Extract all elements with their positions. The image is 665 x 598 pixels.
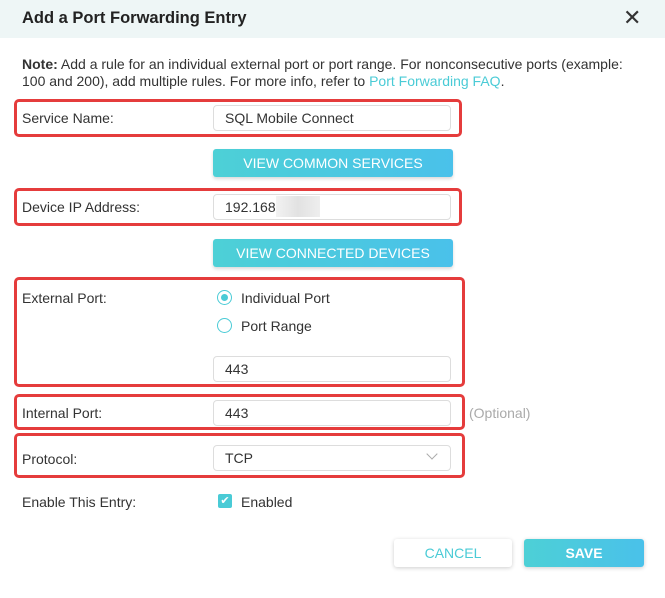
close-icon[interactable]: ✕ [623,5,642,30]
protocol-select[interactable]: TCP [213,445,451,471]
external-port-input[interactable]: 443 [213,356,451,382]
enable-entry-label: Enable This Entry: [22,494,137,510]
highlight-external [14,277,465,387]
redacted-ip [276,196,320,217]
highlight-protocol [14,433,465,478]
radio-individual-port[interactable] [217,290,232,305]
highlight-device [14,188,462,226]
device-ip-input[interactable]: 192.168 [213,194,451,220]
save-button[interactable]: SAVE [524,539,644,567]
internal-port-label: Internal Port: [22,405,103,421]
highlight-service [14,99,462,137]
highlight-internal [14,394,465,430]
note-end: . [500,73,505,89]
external-port-label: External Port: [22,290,107,306]
faq-link[interactable]: Port Forwarding FAQ [369,73,501,89]
device-ip-label: Device IP Address: [22,199,141,215]
individual-port-label: Individual Port [241,290,330,306]
radio-port-range[interactable] [217,318,232,333]
protocol-label: Protocol: [22,451,78,467]
internal-port-input[interactable]: 443 [213,400,451,426]
enabled-checkbox[interactable]: ✔ [218,494,232,508]
note-bold: Note: [22,56,58,72]
port-range-label: Port Range [241,318,312,334]
dialog-header [0,0,665,38]
service-name-label: Service Name: [22,110,114,126]
view-connected-devices-button[interactable]: VIEW CONNECTED DEVICES [213,239,453,267]
cancel-button[interactable]: CANCEL [394,539,512,567]
service-name-input[interactable]: SQL Mobile Connect [213,105,451,131]
note-text: Note: Add a rule for an individual exter… [22,56,642,90]
view-common-services-button[interactable]: VIEW COMMON SERVICES [213,149,453,177]
note-body: Add a rule for an individual external po… [22,56,623,89]
optional-hint: (Optional) [469,405,531,421]
enabled-label: Enabled [241,494,293,510]
dialog-title: Add a Port Forwarding Entry [22,9,247,27]
